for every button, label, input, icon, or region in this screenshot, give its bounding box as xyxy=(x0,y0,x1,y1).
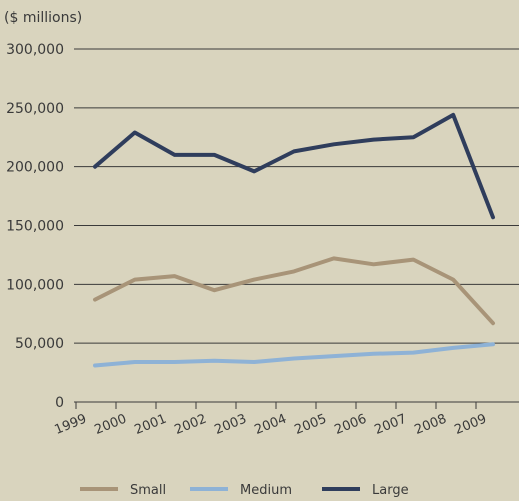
series-lines xyxy=(93,112,495,368)
series-line-large xyxy=(93,112,495,220)
x-axis-ticks: 1999 2000 2001 2002 2003 2004 2005 2006 2007 2008… xyxy=(53,402,489,438)
x-tick-label: 2002 xyxy=(173,412,209,438)
y-axis-ticks: 0 50,000 100,000 150,000 200,000 250,000 300,0… xyxy=(6,42,64,411)
legend-label-large: Large xyxy=(372,483,409,498)
x-tick-label: 2001 xyxy=(133,412,169,438)
x-tick-label: 2000 xyxy=(93,412,129,438)
y-tick-label: 100,000 xyxy=(6,277,64,293)
legend-label-small: Small xyxy=(130,483,166,498)
unit-label: ($ millions) xyxy=(4,10,82,26)
y-tick-label: 200,000 xyxy=(6,160,64,176)
x-tick-label: 2005 xyxy=(293,412,329,438)
gridlines xyxy=(74,48,519,403)
x-tick-label: 2009 xyxy=(453,412,489,438)
series-line-medium xyxy=(93,342,495,368)
x-tick-label: 1999 xyxy=(53,412,89,438)
legend-label-medium: Medium xyxy=(240,483,292,498)
series-line-small xyxy=(93,256,495,326)
y-tick-label: 150,000 xyxy=(6,219,64,235)
x-tick-label: 2004 xyxy=(253,412,289,438)
y-tick-label: 300,000 xyxy=(6,42,64,58)
x-tick-label: 2007 xyxy=(373,412,409,438)
x-tick-label: 2008 xyxy=(413,412,449,438)
legend: Small Medium Large xyxy=(80,483,409,498)
y-tick-label: 50,000 xyxy=(15,336,64,352)
x-tick-label: 2006 xyxy=(333,412,369,438)
y-tick-label: 250,000 xyxy=(6,101,64,117)
y-tick-label: 0 xyxy=(55,395,64,411)
x-tick-label: 2003 xyxy=(213,412,249,438)
